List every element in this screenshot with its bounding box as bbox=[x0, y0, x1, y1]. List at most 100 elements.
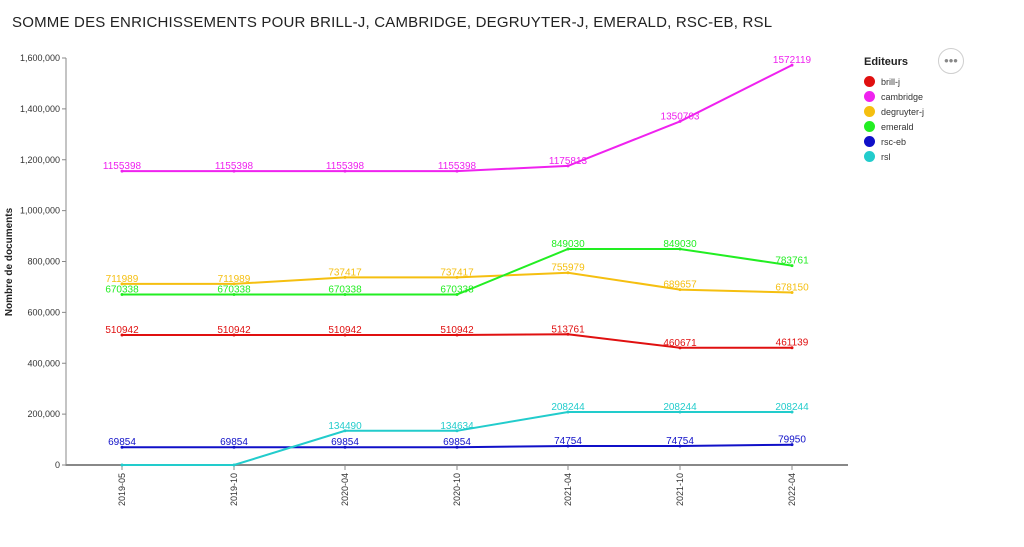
legend-item-rsc-eb[interactable]: rsc-eb bbox=[864, 134, 924, 149]
x-tick-label: 2021-10 bbox=[675, 473, 685, 506]
legend-item-rsl[interactable]: rsl bbox=[864, 149, 924, 164]
data-label: 737417 bbox=[440, 267, 474, 278]
legend-label: degruyter-j bbox=[881, 106, 925, 117]
data-label: 74754 bbox=[554, 436, 582, 447]
data-label: 849030 bbox=[551, 239, 585, 250]
data-label: 134634 bbox=[440, 421, 474, 432]
data-point bbox=[790, 346, 794, 350]
data-label: 670338 bbox=[217, 284, 251, 295]
data-label: 689657 bbox=[663, 280, 697, 291]
data-point bbox=[566, 410, 570, 414]
data-point bbox=[120, 333, 124, 337]
legend-swatch bbox=[864, 106, 875, 117]
data-point bbox=[678, 119, 682, 123]
data-label: 74754 bbox=[666, 436, 694, 447]
y-tick-label: 200,000 bbox=[27, 409, 60, 419]
data-point bbox=[232, 292, 236, 296]
data-point bbox=[566, 271, 570, 275]
data-point bbox=[678, 247, 682, 251]
data-label: 1155398 bbox=[103, 161, 142, 172]
data-label: 208244 bbox=[551, 402, 585, 413]
data-point bbox=[566, 247, 570, 251]
data-label: 670338 bbox=[105, 284, 139, 295]
data-point bbox=[790, 410, 794, 414]
data-point bbox=[455, 333, 459, 337]
data-label: 1572119 bbox=[773, 55, 812, 66]
data-point bbox=[343, 429, 347, 433]
data-label: 208244 bbox=[775, 402, 809, 413]
x-tick-label: 2021-04 bbox=[563, 473, 573, 506]
data-point bbox=[343, 445, 347, 449]
data-label: 711989 bbox=[106, 274, 139, 285]
data-label: 69854 bbox=[108, 437, 136, 448]
legend-item-emerald[interactable]: emerald bbox=[864, 119, 924, 134]
legend-swatch bbox=[864, 136, 875, 147]
data-label: 1175813 bbox=[549, 156, 588, 167]
legend-label: emerald bbox=[881, 121, 914, 132]
data-label: 510942 bbox=[328, 325, 362, 336]
x-tick-label: 2019-10 bbox=[229, 473, 239, 506]
data-label: 737417 bbox=[328, 267, 362, 278]
legend-item-brill-j[interactable]: brill-j bbox=[864, 74, 924, 89]
data-label: 1155398 bbox=[326, 161, 365, 172]
data-point bbox=[232, 169, 236, 173]
data-point bbox=[455, 445, 459, 449]
data-point bbox=[120, 169, 124, 173]
data-point bbox=[120, 463, 124, 467]
data-label: 1155398 bbox=[215, 161, 254, 172]
data-point bbox=[566, 164, 570, 168]
legend-label: rsc-eb bbox=[881, 136, 907, 147]
data-label: 510942 bbox=[217, 325, 251, 336]
data-point bbox=[343, 169, 347, 173]
data-point bbox=[232, 463, 236, 467]
data-point bbox=[678, 444, 682, 448]
data-point bbox=[343, 292, 347, 296]
y-tick-label: 1,400,000 bbox=[20, 104, 60, 114]
data-point bbox=[343, 333, 347, 337]
y-tick-label: 1,000,000 bbox=[20, 206, 60, 216]
data-label: 208244 bbox=[663, 402, 697, 413]
legend-swatch bbox=[864, 76, 875, 87]
data-point bbox=[790, 264, 794, 268]
more-horizontal-icon[interactable]: ••• bbox=[938, 48, 964, 74]
data-label: 510942 bbox=[105, 325, 139, 336]
data-label: 79950 bbox=[778, 435, 806, 446]
x-tick-label: 2020-10 bbox=[452, 473, 462, 506]
data-point bbox=[790, 290, 794, 294]
data-point bbox=[455, 429, 459, 433]
data-label: 1155398 bbox=[438, 161, 477, 172]
x-tick-label: 2022-04 bbox=[787, 473, 797, 506]
data-point bbox=[232, 445, 236, 449]
data-label: 461139 bbox=[776, 338, 809, 349]
y-tick-label: 400,000 bbox=[27, 358, 60, 368]
legend: Editeurs brill-j cambridge degruyter-j e… bbox=[864, 56, 924, 164]
data-point bbox=[120, 282, 124, 286]
data-label: 849030 bbox=[663, 239, 697, 250]
data-label: 69854 bbox=[443, 437, 471, 448]
legend-label: cambridge bbox=[881, 91, 924, 102]
data-point bbox=[678, 410, 682, 414]
data-point bbox=[790, 63, 794, 67]
data-label: 510942 bbox=[440, 325, 474, 336]
data-label: 670338 bbox=[440, 284, 474, 295]
chart-title: SOMME DES ENRICHISSEMENTS POUR BRILL-J, … bbox=[12, 14, 773, 31]
legend-item-cambridge[interactable]: cambridge bbox=[864, 89, 924, 104]
data-label: 69854 bbox=[331, 437, 359, 448]
data-point bbox=[343, 275, 347, 279]
data-label: 1350703 bbox=[661, 111, 700, 122]
legend-item-degruyter-j[interactable]: degruyter-j bbox=[864, 104, 924, 119]
y-tick-label: 600,000 bbox=[27, 307, 60, 317]
legend-swatch bbox=[864, 91, 875, 102]
data-label: 69854 bbox=[220, 437, 248, 448]
data-label: 711989 bbox=[218, 274, 251, 285]
data-point bbox=[678, 346, 682, 350]
data-label: 513761 bbox=[551, 324, 585, 335]
y-tick-label: 1,200,000 bbox=[20, 155, 60, 165]
data-point bbox=[790, 443, 794, 447]
data-point bbox=[566, 332, 570, 336]
data-label: 755979 bbox=[551, 263, 585, 274]
data-point bbox=[455, 292, 459, 296]
x-tick-label: 2020-04 bbox=[340, 473, 350, 506]
data-label: 460671 bbox=[663, 338, 697, 349]
